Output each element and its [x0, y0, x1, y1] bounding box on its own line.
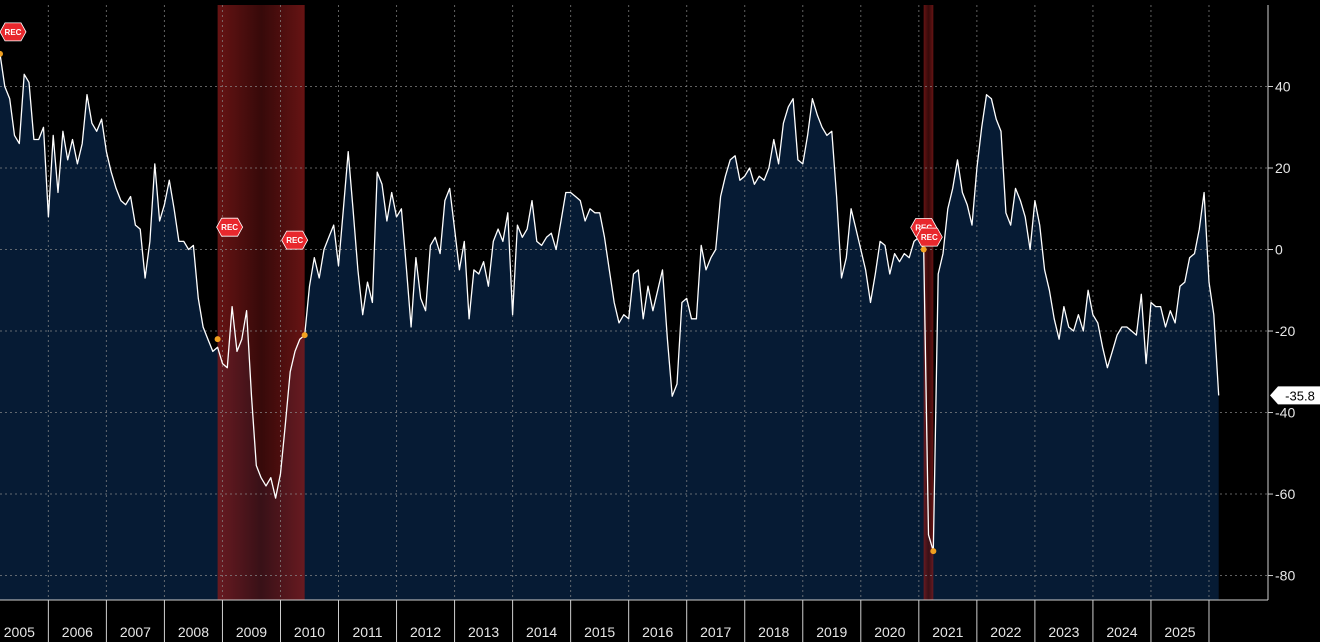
- rec-marker: REC: [281, 230, 309, 250]
- x-tick-label: 2005: [4, 624, 35, 640]
- rec-marker-shape: [281, 230, 309, 250]
- series-line: [0, 53, 1220, 552]
- x-tick-label: 2008: [178, 624, 209, 640]
- rec-marker: REC: [216, 217, 244, 237]
- x-tick-label: 2014: [526, 624, 557, 640]
- rec-marker-shape: [0, 22, 27, 42]
- recession-bands: [217, 5, 934, 600]
- x-tick-label: 2007: [120, 624, 151, 640]
- x-tick-label: 2024: [1106, 624, 1137, 640]
- x-tick-label: 2021: [932, 624, 963, 640]
- y-tick-label: -40: [1275, 405, 1295, 421]
- area-layer: [0, 53, 1219, 600]
- x-tick-label: 2018: [758, 624, 789, 640]
- event-point: [920, 246, 927, 253]
- recession-band-2: [923, 5, 934, 600]
- x-tick-label: 2009: [236, 624, 267, 640]
- rec-marker-label: REC: [921, 233, 938, 242]
- x-tick-label: 2020: [874, 624, 905, 640]
- y-tick-label: 0: [1275, 242, 1283, 258]
- rec-marker-shape: [915, 227, 943, 247]
- event-point: [301, 332, 308, 339]
- x-tick-label: 2023: [1048, 624, 1079, 640]
- y-tick-label: 20: [1275, 160, 1291, 176]
- x-tick-label: 2017: [700, 624, 731, 640]
- x-tick-label: 2012: [410, 624, 441, 640]
- x-tick-label: 2016: [642, 624, 673, 640]
- y-tick-label: -80: [1275, 568, 1295, 584]
- event-point: [214, 336, 221, 343]
- grid-lines: [0, 5, 1268, 600]
- line-layer: [0, 53, 1220, 552]
- y-tick-label: -60: [1275, 486, 1295, 502]
- x-tick-label: 2019: [816, 624, 847, 640]
- series-area: [0, 53, 1219, 600]
- rec-marker: REC: [0, 22, 27, 42]
- x-tick-label: 2013: [468, 624, 499, 640]
- axes: 40 20 0 -20 -40 -60 -80 2005 2006 2007 2008 2009 201…: [0, 5, 1295, 642]
- y-tick-label: 40: [1275, 79, 1291, 95]
- event-point: [930, 548, 937, 555]
- event-point: [0, 50, 3, 57]
- last-value-label: -35.8: [1285, 388, 1315, 403]
- x-tick-label: 2010: [294, 624, 325, 640]
- rec-markers: RECRECRECRECREC: [0, 22, 943, 555]
- rec-marker: REC: [915, 227, 943, 247]
- recession-band-1: [217, 5, 305, 600]
- x-tick-label: 2006: [62, 624, 93, 640]
- last-value-shape: [1270, 386, 1320, 405]
- x-tick-label: 2011: [352, 624, 382, 640]
- rec-marker-shape: [216, 217, 244, 237]
- rec-marker-label: REC: [221, 223, 238, 232]
- rec-marker-label: REC: [5, 28, 22, 37]
- rec-marker-label: REC: [286, 236, 303, 245]
- y-tick-label: -20: [1275, 323, 1295, 339]
- x-tick-label: 2015: [584, 624, 615, 640]
- last-value-badge: -35.8: [1270, 386, 1320, 405]
- x-tick-label: 2025: [1164, 624, 1195, 640]
- x-tick-label: 2022: [990, 624, 1021, 640]
- last-value-layer: -35.8: [1270, 386, 1320, 405]
